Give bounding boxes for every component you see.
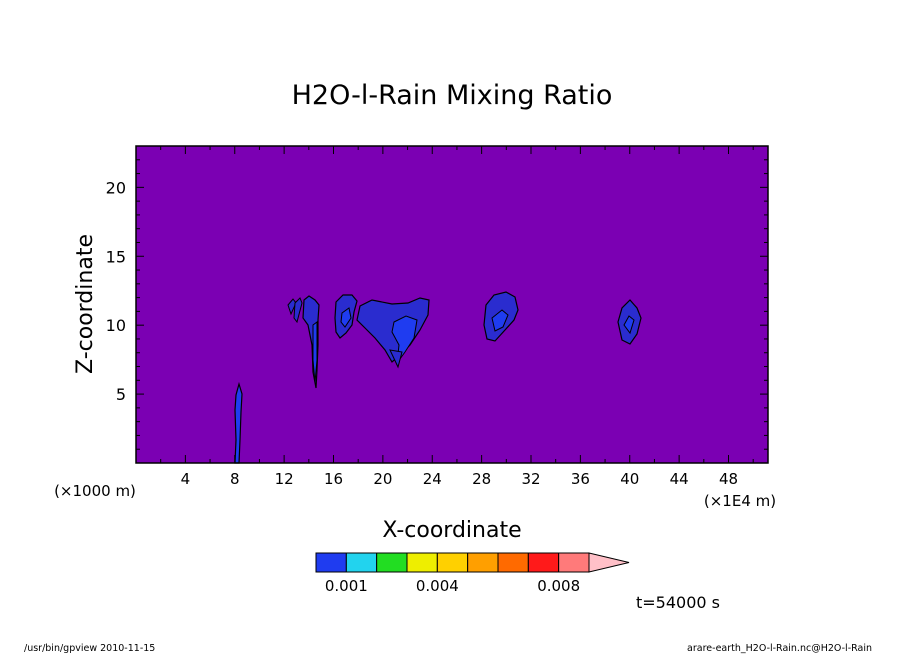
plot-border [135,145,769,464]
y-axis-label: Z-coordinate [73,234,98,374]
colorbar-tick-labels: 0.001 0.004 0.008 [325,577,580,595]
colorbar-box [467,552,499,573]
x-tick-label: 36 [571,470,590,488]
x-axis-label: X-coordinate [382,518,521,543]
colorbar-box [558,552,590,573]
x-tick-label: 12 [275,470,294,488]
plot-area [136,146,768,463]
x-tick-label: 16 [324,470,343,488]
y-axis: 5 10 15 20 [106,159,768,450]
colorbar-box [406,552,438,573]
colorbar-extend-max [588,552,630,573]
x-tick-label: 48 [719,470,738,488]
colorbar-box [436,552,469,573]
x-unit-right: (×1E4 m) [704,492,776,510]
y-tick-label: 15 [106,247,126,266]
y-tick-label: 20 [106,178,126,197]
x-tick-label: 24 [423,470,442,488]
x-unit-left: (×1000 m) [54,482,136,500]
colorbar-box [345,552,378,573]
footer-right: arare-earth_H2O-l-Rain.nc@H2O-l-Rain [687,643,872,654]
colorbar-box [497,552,529,573]
x-tick-label: 4 [181,470,191,488]
time-label: t=54000 s [636,593,720,612]
feature-cell-x21-tail [389,349,403,369]
x-tick-label: 20 [373,470,392,488]
colorbar-box [376,552,408,573]
x-axis: 4 8 12 16 20 24 28 32 36 40 44 48 [160,146,754,488]
feature-column-x8 [234,381,243,464]
footer-left: /usr/bin/gpview 2010-11-15 [24,643,155,654]
y-tick-label: 10 [106,316,126,335]
feature-cell-x21-core [391,315,418,365]
colorbar-box [315,552,347,573]
colorbar-box [527,552,560,573]
feature-cell-x17-core [340,307,352,328]
x-tick-label: 28 [472,470,491,488]
x-tick-label: 8 [230,470,240,488]
feature-cell-x14-filament-2 [293,297,303,324]
y-tick-label: 5 [116,385,126,404]
x-tick-label: 32 [521,470,540,488]
colorbar-tick-label: 0.008 [537,577,580,595]
colorbar-tick-label: 0.001 [325,577,368,595]
feature-cell-x40-core [623,315,635,335]
colorbar [315,552,630,573]
x-tick-label: 40 [620,470,639,488]
feature-cell-x14-core [312,321,318,383]
contour-features [234,291,642,464]
feature-cell-x29-core [491,309,509,332]
colorbar-tick-label: 0.004 [416,577,459,595]
chart-title: H2O-l-Rain Mixing Ratio [292,80,613,111]
x-tick-label: 44 [670,470,689,488]
